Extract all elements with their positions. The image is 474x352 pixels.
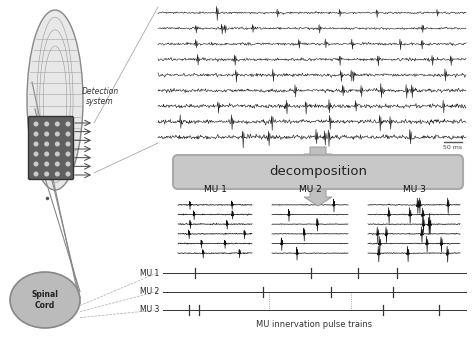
Text: MU 2: MU 2	[140, 287, 159, 296]
Text: MU innervation pulse trains: MU innervation pulse trains	[256, 320, 373, 329]
Circle shape	[66, 172, 70, 176]
Circle shape	[55, 132, 59, 136]
Circle shape	[34, 122, 38, 126]
Circle shape	[66, 122, 70, 126]
Text: MU 1: MU 1	[140, 269, 159, 277]
Text: decomposition: decomposition	[269, 165, 367, 178]
Circle shape	[45, 172, 48, 176]
Circle shape	[45, 122, 48, 126]
Circle shape	[45, 142, 48, 146]
Circle shape	[55, 142, 59, 146]
Circle shape	[34, 172, 38, 176]
Text: MU 3: MU 3	[140, 306, 159, 314]
FancyArrow shape	[304, 147, 332, 163]
Text: MU 1: MU 1	[203, 185, 227, 194]
Text: MU 2: MU 2	[299, 185, 321, 194]
Text: Spinal
Cord: Spinal Cord	[32, 290, 58, 310]
Ellipse shape	[10, 272, 80, 328]
Circle shape	[55, 172, 59, 176]
Circle shape	[45, 162, 48, 166]
Circle shape	[55, 152, 59, 156]
Circle shape	[45, 132, 48, 136]
Circle shape	[55, 162, 59, 166]
FancyBboxPatch shape	[28, 117, 73, 180]
Circle shape	[66, 152, 70, 156]
Circle shape	[34, 132, 38, 136]
Circle shape	[66, 162, 70, 166]
Circle shape	[34, 152, 38, 156]
Text: MU 3: MU 3	[402, 185, 426, 194]
Circle shape	[66, 132, 70, 136]
Circle shape	[34, 142, 38, 146]
Ellipse shape	[27, 10, 83, 190]
Text: Detection
system: Detection system	[82, 87, 118, 106]
Circle shape	[45, 152, 48, 156]
FancyBboxPatch shape	[173, 155, 463, 189]
Text: 50 ms: 50 ms	[444, 145, 463, 150]
Circle shape	[34, 162, 38, 166]
Circle shape	[66, 142, 70, 146]
Circle shape	[55, 122, 59, 126]
FancyArrow shape	[304, 185, 332, 206]
